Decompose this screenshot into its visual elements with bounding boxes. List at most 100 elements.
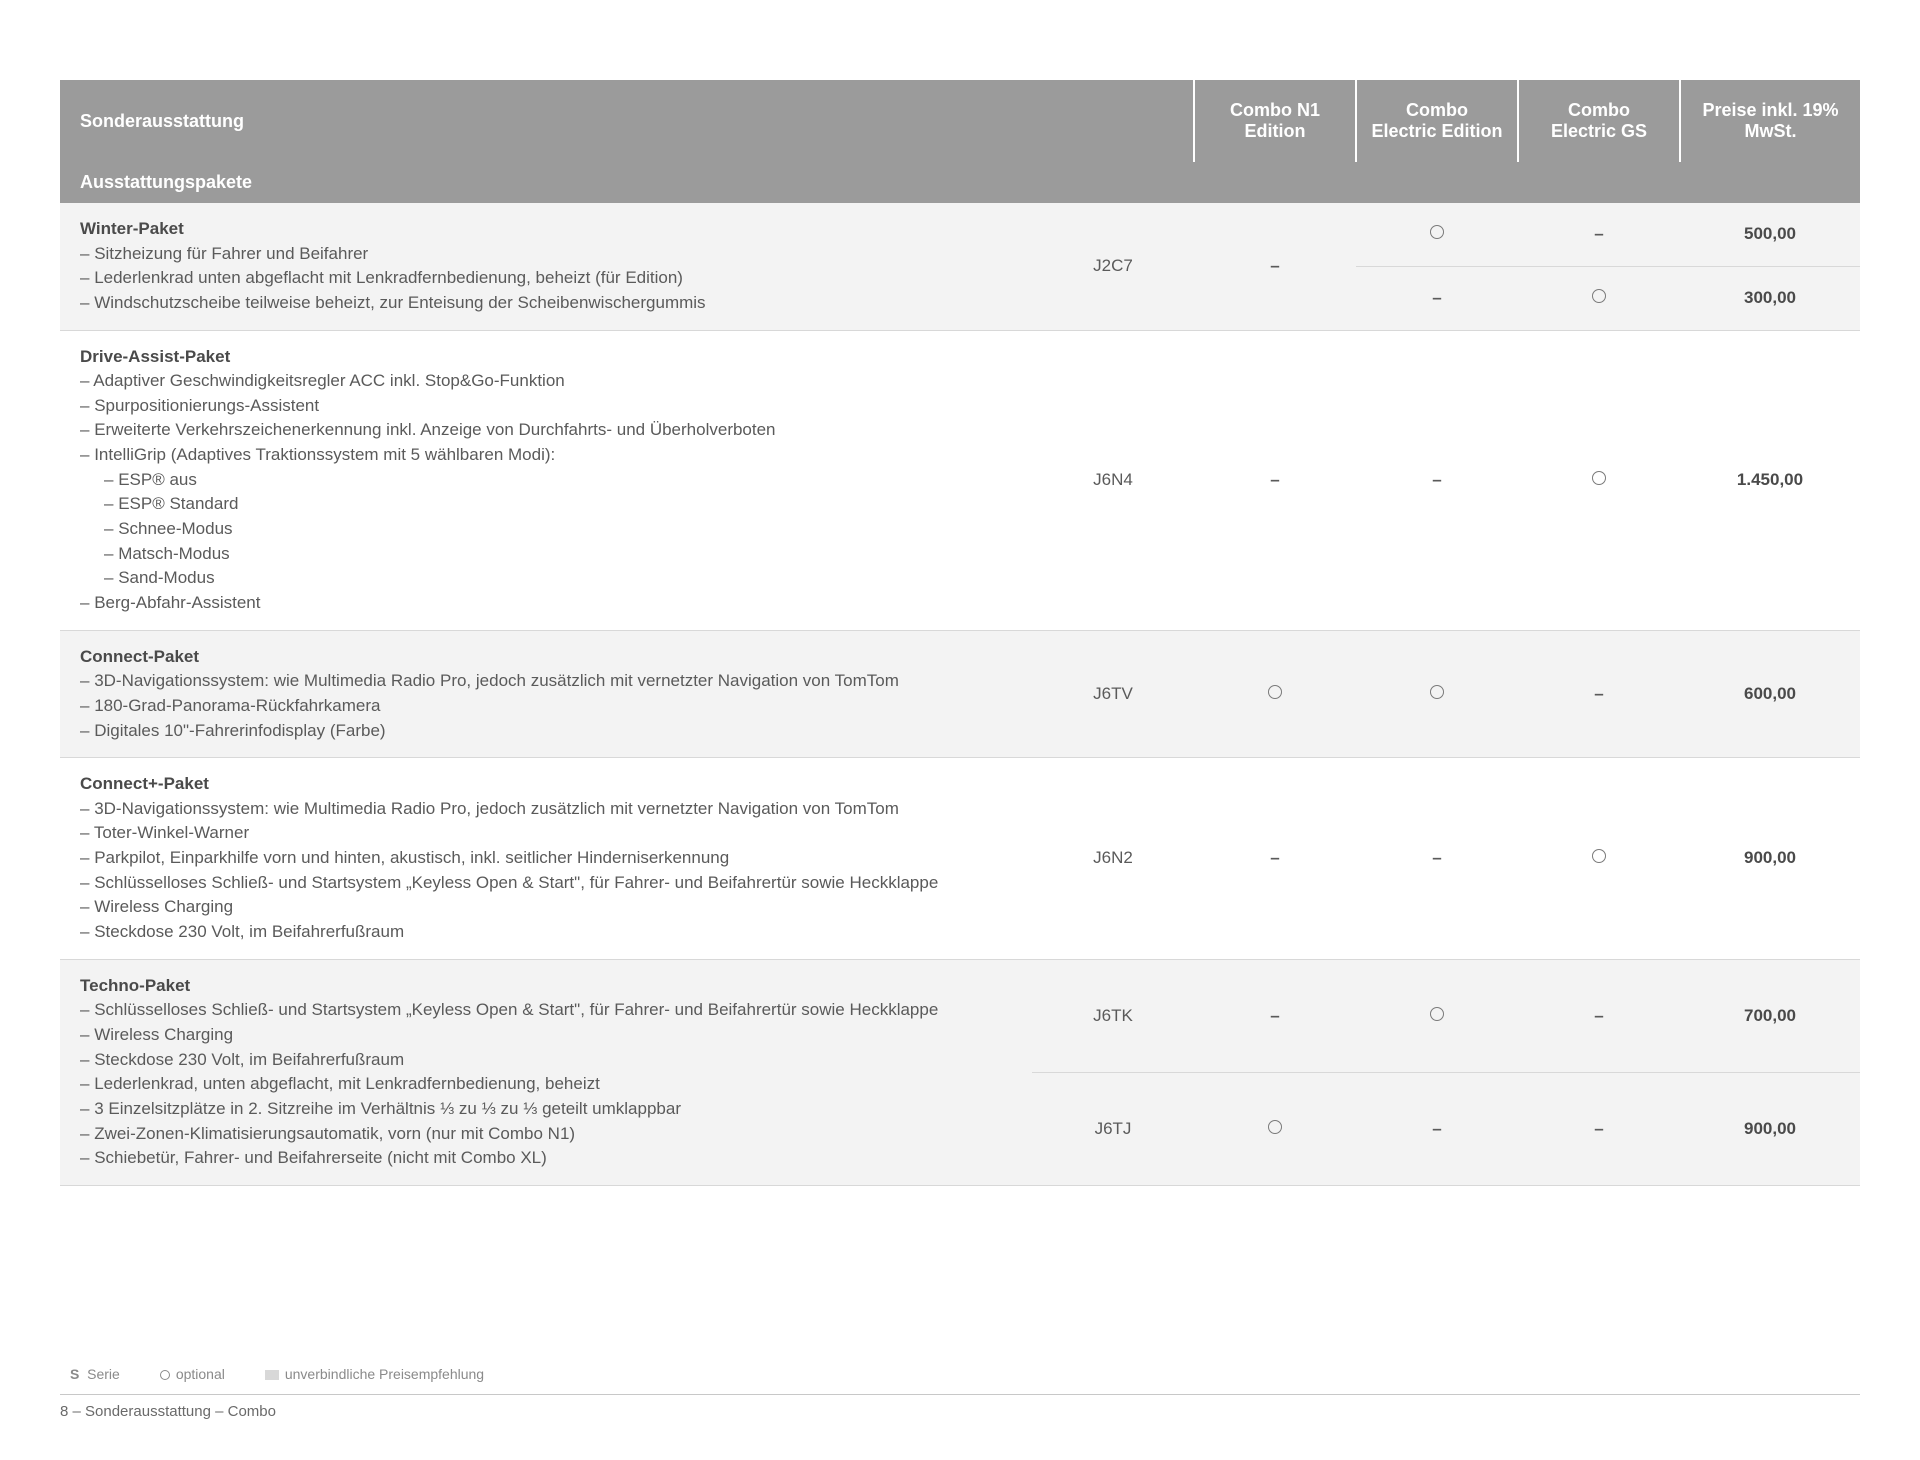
cell-v1: – <box>1194 330 1356 630</box>
feature-line: Schlüsselloses Schließ- und Startsystem … <box>80 871 1012 896</box>
optional-icon <box>1430 225 1444 239</box>
package-title: Drive-Assist-Paket <box>80 345 1012 370</box>
cell-v3 <box>1518 330 1680 630</box>
header-desc: Sonderausstattung <box>60 80 1194 162</box>
header-price: Preise inkl. 19% MwSt. <box>1680 80 1860 162</box>
header-combo-electric-gs: Combo Electric GS <box>1518 80 1680 162</box>
table-row: Connect+-Paket3D-Navigationssystem: wie … <box>60 758 1860 959</box>
feature-subline: Matsch-Modus <box>80 542 1012 567</box>
dash-icon: – <box>1432 1119 1441 1138</box>
cell-price: 500,00 <box>1680 203 1860 266</box>
option-code: J6TK <box>1032 959 1194 1072</box>
legend-upe: unverbindliche Preisempfehlung <box>265 1366 484 1382</box>
feature-line: Schiebetür, Fahrer- und Beifahrerseite (… <box>80 1146 1012 1171</box>
cell-v1: – <box>1194 959 1356 1072</box>
legend-optional: optional <box>160 1366 225 1382</box>
cell-v2 <box>1356 630 1518 758</box>
cell-price: 900,00 <box>1680 758 1860 959</box>
feature-line: 3 Einzelsitzplätze in 2. Sitzreihe im Ve… <box>80 1097 1012 1122</box>
dash-icon: – <box>1270 256 1279 275</box>
optional-icon <box>1430 1007 1444 1021</box>
table-row: Techno-PaketSchlüsselloses Schließ- und … <box>60 959 1860 1072</box>
legend: S Serie optional unverbindliche Preisemp… <box>60 1366 1860 1382</box>
optional-icon <box>1268 685 1282 699</box>
feature-line: Steckdose 230 Volt, im Beifahrerfußraum <box>80 920 1012 945</box>
package-title: Connect+-Paket <box>80 772 1012 797</box>
feature-line: Steckdose 230 Volt, im Beifahrerfußraum <box>80 1048 1012 1073</box>
dash-icon: – <box>1594 1119 1603 1138</box>
cell-v3: – <box>1518 630 1680 758</box>
feature-subline: ESP® Standard <box>80 492 1012 517</box>
cell-v1 <box>1194 630 1356 758</box>
header-combo-n1: Combo N1 Edition <box>1194 80 1356 162</box>
option-code: J6TJ <box>1032 1072 1194 1185</box>
feature-line: IntelliGrip (Adaptives Traktionssystem m… <box>80 443 1012 468</box>
package-description: Techno-PaketSchlüsselloses Schließ- und … <box>60 959 1032 1185</box>
feature-line: Sitzheizung für Fahrer und Beifahrer <box>80 242 1012 267</box>
cell-v3: – <box>1518 959 1680 1072</box>
cell-v3 <box>1518 758 1680 959</box>
optional-icon <box>1430 685 1444 699</box>
table-row: Drive-Assist-PaketAdaptiver Geschwindigk… <box>60 330 1860 630</box>
table-header-row: Sonderausstattung Combo N1 Edition Combo… <box>60 80 1860 162</box>
package-description: Connect-Paket3D-Navigationssystem: wie M… <box>60 630 1032 758</box>
dash-icon: – <box>1432 470 1441 489</box>
optional-icon <box>1592 849 1606 863</box>
cell-price: 900,00 <box>1680 1072 1860 1185</box>
cell-price: 600,00 <box>1680 630 1860 758</box>
package-description: Connect+-Paket3D-Navigationssystem: wie … <box>60 758 1032 959</box>
table-row: Connect-Paket3D-Navigationssystem: wie M… <box>60 630 1860 758</box>
feature-subline: Schnee-Modus <box>80 517 1012 542</box>
feature-line: Zwei-Zonen-Klimatisierungsautomatik, vor… <box>80 1122 1012 1147</box>
package-description: Winter-PaketSitzheizung für Fahrer und B… <box>60 203 1032 330</box>
dash-icon: – <box>1432 848 1441 867</box>
feature-line: Wireless Charging <box>80 895 1012 920</box>
cell-v2: – <box>1356 330 1518 630</box>
cell-v2: – <box>1356 266 1518 330</box>
feature-line: Parkpilot, Einparkhilfe vorn und hinten,… <box>80 846 1012 871</box>
legend-serie: S Serie <box>70 1366 120 1382</box>
cell-v1: – <box>1194 203 1356 330</box>
dash-icon: – <box>1432 288 1441 307</box>
section-title: Ausstattungspakete <box>60 162 1860 203</box>
feature-line: Spurpositionierungs-Assistent <box>80 394 1012 419</box>
option-code: J6N2 <box>1032 758 1194 959</box>
feature-line: Lederlenkrad unten abgeflacht mit Lenkra… <box>80 266 1012 291</box>
package-title: Winter-Paket <box>80 217 1012 242</box>
cell-v3: – <box>1518 203 1680 266</box>
cell-v3 <box>1518 266 1680 330</box>
cell-v2 <box>1356 959 1518 1072</box>
cell-price: 300,00 <box>1680 266 1860 330</box>
dash-icon: – <box>1270 470 1279 489</box>
feature-line: Digitales 10"-Fahrerinfodisplay (Farbe) <box>80 719 1012 744</box>
package-title: Techno-Paket <box>80 974 1012 999</box>
feature-line: Schlüsselloses Schließ- und Startsystem … <box>80 998 1012 1023</box>
feature-line: Toter-Winkel-Warner <box>80 821 1012 846</box>
cell-price: 700,00 <box>1680 959 1860 1072</box>
feature-line: Erweiterte Verkehrszeichenerkennung inkl… <box>80 418 1012 443</box>
optional-icon <box>1592 289 1606 303</box>
option-code: J2C7 <box>1032 203 1194 330</box>
feature-line: 180-Grad-Panorama-Rückfahrkamera <box>80 694 1012 719</box>
feature-subline: Sand-Modus <box>80 566 1012 591</box>
feature-line: 3D-Navigationssystem: wie Multimedia Rad… <box>80 669 1012 694</box>
table-row: Winter-PaketSitzheizung für Fahrer und B… <box>60 203 1860 266</box>
feature-line: Berg-Abfahr-Assistent <box>80 591 1012 616</box>
package-description: Drive-Assist-PaketAdaptiver Geschwindigk… <box>60 330 1032 630</box>
option-code: J6TV <box>1032 630 1194 758</box>
cell-v2 <box>1356 203 1518 266</box>
section-row: Ausstattungspakete <box>60 162 1860 203</box>
dash-icon: – <box>1594 1006 1603 1025</box>
dash-icon: – <box>1270 848 1279 867</box>
optional-icon <box>1268 1120 1282 1134</box>
feature-line: 3D-Navigationssystem: wie Multimedia Rad… <box>80 797 1012 822</box>
feature-subline: ESP® aus <box>80 468 1012 493</box>
cell-v2: – <box>1356 1072 1518 1185</box>
feature-line: Wireless Charging <box>80 1023 1012 1048</box>
dash-icon: – <box>1594 224 1603 243</box>
optional-icon <box>1592 471 1606 485</box>
option-code: J6N4 <box>1032 330 1194 630</box>
cell-v1: – <box>1194 758 1356 959</box>
feature-line: Lederlenkrad, unten abgeflacht, mit Lenk… <box>80 1072 1012 1097</box>
package-title: Connect-Paket <box>80 645 1012 670</box>
